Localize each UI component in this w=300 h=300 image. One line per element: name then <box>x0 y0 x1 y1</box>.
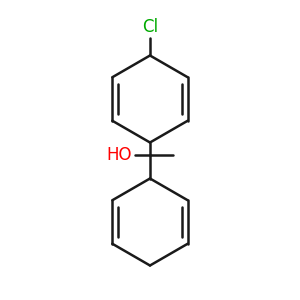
Text: Cl: Cl <box>142 18 158 36</box>
Text: HO: HO <box>106 146 132 164</box>
